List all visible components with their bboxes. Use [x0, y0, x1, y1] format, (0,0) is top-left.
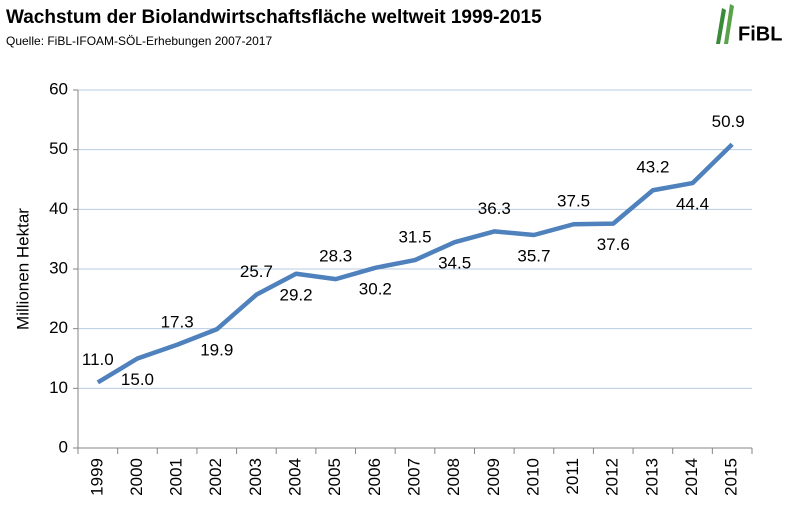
chart-title: Wachstum der Biolandwirtschaftsfläche we…	[6, 7, 542, 28]
x-tick-label: 2012	[603, 458, 622, 496]
y-tick-label: 10	[49, 378, 68, 397]
y-tick-label: 50	[49, 139, 68, 158]
x-tick-label: 2003	[246, 458, 265, 496]
logo: FiBL	[716, 4, 782, 45]
data-label: 28.3	[319, 247, 352, 266]
data-label: 31.5	[398, 228, 431, 247]
data-label: 30.2	[359, 279, 392, 298]
data-label: 19.9	[200, 341, 233, 360]
x-tick-label: 2001	[167, 458, 186, 496]
logo-text: FiBL	[738, 23, 782, 45]
data-label: 43.2	[636, 158, 669, 177]
x-tick-label: 2009	[484, 458, 503, 496]
y-tick-label: 60	[49, 79, 68, 98]
x-tick-label: 2015	[722, 458, 741, 496]
x-tick-label: 2000	[127, 458, 146, 496]
data-label: 17.3	[161, 312, 194, 331]
x-tick-label: 2005	[325, 458, 344, 496]
data-label: 34.5	[438, 254, 471, 273]
x-tick-label: 2002	[206, 458, 225, 496]
y-tick-label: 20	[49, 318, 68, 337]
x-tick-label: 2013	[642, 458, 661, 496]
data-label: 50.9	[712, 112, 745, 131]
logo-leaf	[724, 4, 734, 44]
x-tick-label: 2010	[523, 458, 542, 496]
x-tick-label: 2008	[444, 458, 463, 496]
data-label: 37.6	[597, 235, 630, 254]
data-label: 36.3	[478, 199, 511, 218]
y-tick-label: 30	[49, 258, 68, 277]
y-tick-label: 40	[49, 199, 68, 218]
x-tick-label: 2006	[365, 458, 384, 496]
y-tick-label: 0	[59, 437, 68, 456]
logo-leaf	[716, 8, 726, 44]
data-label: 11.0	[82, 350, 114, 369]
data-label: 37.5	[557, 192, 590, 211]
data-line	[96, 142, 734, 385]
x-tick-label: 2004	[286, 458, 305, 496]
x-tick-label: 2007	[404, 458, 423, 496]
data-label: 44.4	[676, 195, 709, 214]
data-label: 25.7	[240, 262, 273, 281]
x-tick-label: 2014	[682, 458, 701, 496]
data-label: 29.2	[280, 285, 313, 304]
data-label: 15.0	[121, 370, 154, 389]
y-axis-title: Millionen Hektar	[13, 208, 32, 330]
data-label: 35.7	[517, 246, 550, 265]
x-tick-label: 2011	[563, 458, 582, 495]
x-tick-label: 1999	[87, 458, 106, 496]
chart-subtitle: Quelle: FiBL-IFOAM-SÖL-Erhebungen 2007-2…	[6, 34, 272, 48]
